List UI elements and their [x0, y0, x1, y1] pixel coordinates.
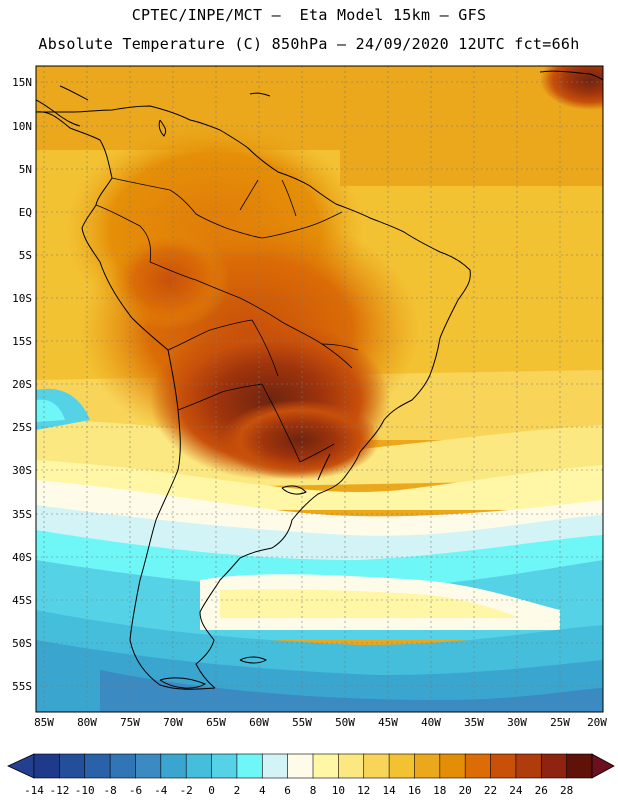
- coastline: [36, 70, 603, 690]
- lon-label: 40W: [421, 716, 441, 729]
- colorbar-label: 20: [458, 784, 472, 797]
- colorbar-label: 8: [309, 784, 317, 797]
- colorbar-cell: [464, 753, 492, 779]
- lon-label: 20W: [587, 716, 607, 729]
- colorbar-label: -2: [179, 784, 193, 797]
- colorbar-cell: [109, 753, 137, 779]
- colorbar-cell: [160, 753, 187, 779]
- colorbar-label: 14: [382, 784, 396, 797]
- title-line-2: Absolute Temperature (C) 850hPa – 24/09/…: [38, 35, 580, 53]
- lat-label: 30S: [12, 464, 32, 477]
- colorbar-cell: [414, 753, 441, 779]
- colorbar-label: -8: [103, 784, 117, 797]
- country-borders: [95, 177, 359, 463]
- lon-label: 70W: [163, 716, 183, 729]
- colorbar-cell: [338, 753, 365, 779]
- colorbar-cell: [84, 753, 111, 779]
- colorbar-label: 18: [433, 784, 447, 797]
- colorbar-label: -12: [49, 784, 70, 797]
- colorbar-high-arrow: [591, 753, 615, 779]
- colorbar-label: -14: [24, 784, 44, 797]
- lat-label: 50S: [12, 637, 32, 650]
- lon-label: 80W: [77, 716, 97, 729]
- lat-label: 5N: [18, 163, 32, 176]
- lon-label: 50W: [335, 716, 355, 729]
- lat-label: 10S: [12, 292, 32, 305]
- colorbar-cell: [135, 753, 162, 779]
- colorbar-label: 4: [258, 784, 266, 797]
- lon-label: 85W: [34, 716, 54, 729]
- colorbar-low-arrow: [7, 753, 35, 779]
- colorbar-label: -4: [154, 784, 168, 797]
- colorbar-cell: [312, 753, 339, 779]
- colorbar-label: -6: [128, 784, 143, 797]
- colorbar-cell: [540, 753, 568, 779]
- colorbar-label: 28: [559, 784, 574, 797]
- colorbar-cells: [33, 753, 593, 779]
- colorbar-cell: [363, 753, 390, 779]
- lon-label: 60W: [249, 716, 269, 729]
- colorbar-label: 16: [407, 784, 422, 797]
- colorbar-label: 6: [284, 784, 291, 797]
- lat-label: EQ: [18, 206, 32, 219]
- colorbar-cell: [185, 753, 213, 779]
- lon-label: 75W: [120, 716, 140, 729]
- colorbar-cell: [566, 753, 593, 779]
- colorbar-cell: [515, 753, 542, 779]
- colorbar-label: 0: [208, 784, 215, 797]
- lon-label: 65W: [206, 716, 226, 729]
- temperature-field: [36, 66, 603, 712]
- colorbar-cell: [388, 753, 416, 779]
- title-line-1: CPTEC/INPE/MCT – Eta Model 15km – GFS: [131, 6, 487, 24]
- map-frame: [35, 65, 604, 713]
- colorbar-cell: [439, 753, 466, 779]
- colorbar-cell: [59, 753, 86, 779]
- lon-label: 55W: [292, 716, 312, 729]
- colorbar-cell: [33, 753, 60, 779]
- colorbar-cell: [261, 753, 289, 779]
- lat-label: 40S: [12, 551, 32, 564]
- lon-label: 35W: [464, 716, 484, 729]
- lat-label: 25S: [12, 421, 32, 434]
- colorbar-cell: [236, 753, 263, 779]
- colorbar-label: 26: [534, 784, 548, 797]
- lat-label: 15N: [12, 76, 32, 89]
- colorbar-label: 24: [509, 784, 523, 797]
- lat-label: 35S: [12, 508, 32, 521]
- lon-label: 45W: [378, 716, 398, 729]
- colorbar-label: 12: [357, 784, 371, 797]
- lon-label: 25W: [550, 716, 570, 729]
- lat-label: 20S: [12, 378, 32, 391]
- lat-label: 5S: [18, 249, 32, 262]
- colorbar-cell: [287, 753, 314, 779]
- colorbar-cell: [211, 753, 238, 779]
- colorbar-label: 10: [331, 784, 346, 797]
- colorbar-cell: [490, 753, 517, 779]
- lat-label: 10N: [12, 120, 32, 133]
- colorbar-label: 22: [483, 784, 498, 797]
- lat-label: 15S: [12, 335, 32, 348]
- lat-label: 45S: [12, 594, 32, 607]
- lat-label: 55S: [12, 680, 32, 693]
- colorbar-label: -10: [74, 784, 95, 797]
- lon-label: 30W: [507, 716, 527, 729]
- colorbar-label: 2: [233, 784, 241, 797]
